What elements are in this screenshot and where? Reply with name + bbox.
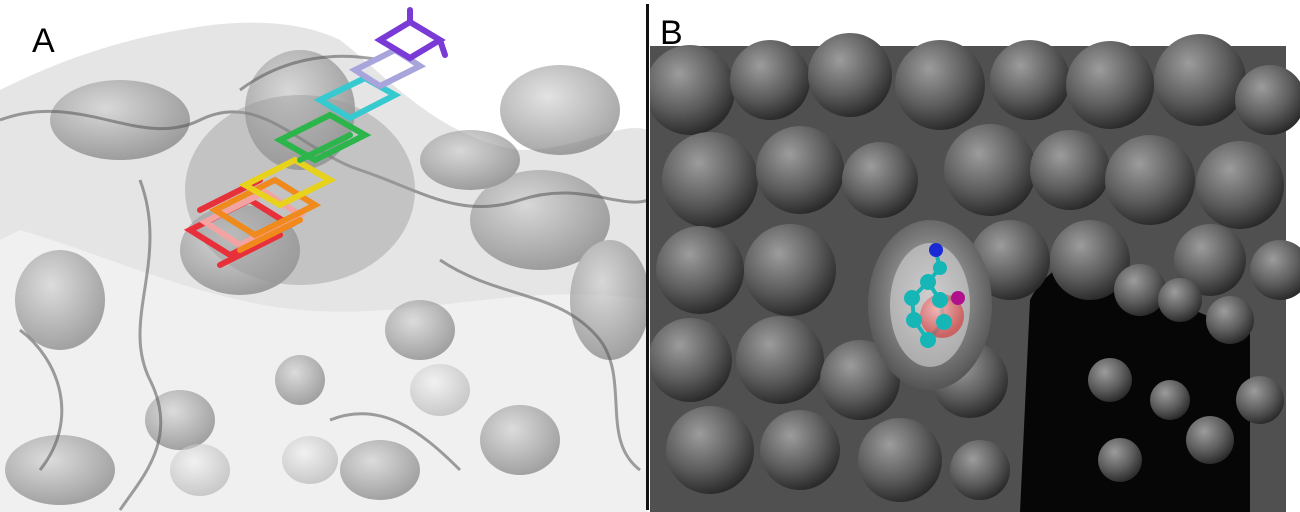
carbon-atoms (904, 261, 952, 348)
ligand-pose-yellow (238, 156, 337, 209)
binding-pocket (185, 95, 415, 285)
ligand-ball-and-stick (904, 243, 965, 348)
panel-b-label: B (660, 14, 683, 52)
ligand-pose-stack (183, 7, 448, 268)
ligand-pose-lavender (348, 46, 427, 90)
panel-divider (646, 4, 649, 510)
panel-b-protein-surface-opaque: B (650, 0, 1300, 512)
panel-a-label: A (32, 22, 55, 60)
surface-atoms (650, 33, 1300, 502)
panel-a-rendering (0, 0, 648, 512)
backbone-tubes (0, 54, 648, 511)
panel-b-rendering (650, 0, 1300, 512)
ligand-pose-cyan (313, 74, 402, 122)
nitrogen-atom (929, 243, 943, 257)
magenta-atom (951, 291, 965, 305)
ligand-pose-purple (374, 7, 448, 62)
panel-a-protein-surface-transparent: A (0, 0, 648, 512)
ligand-pose-green (273, 111, 372, 164)
